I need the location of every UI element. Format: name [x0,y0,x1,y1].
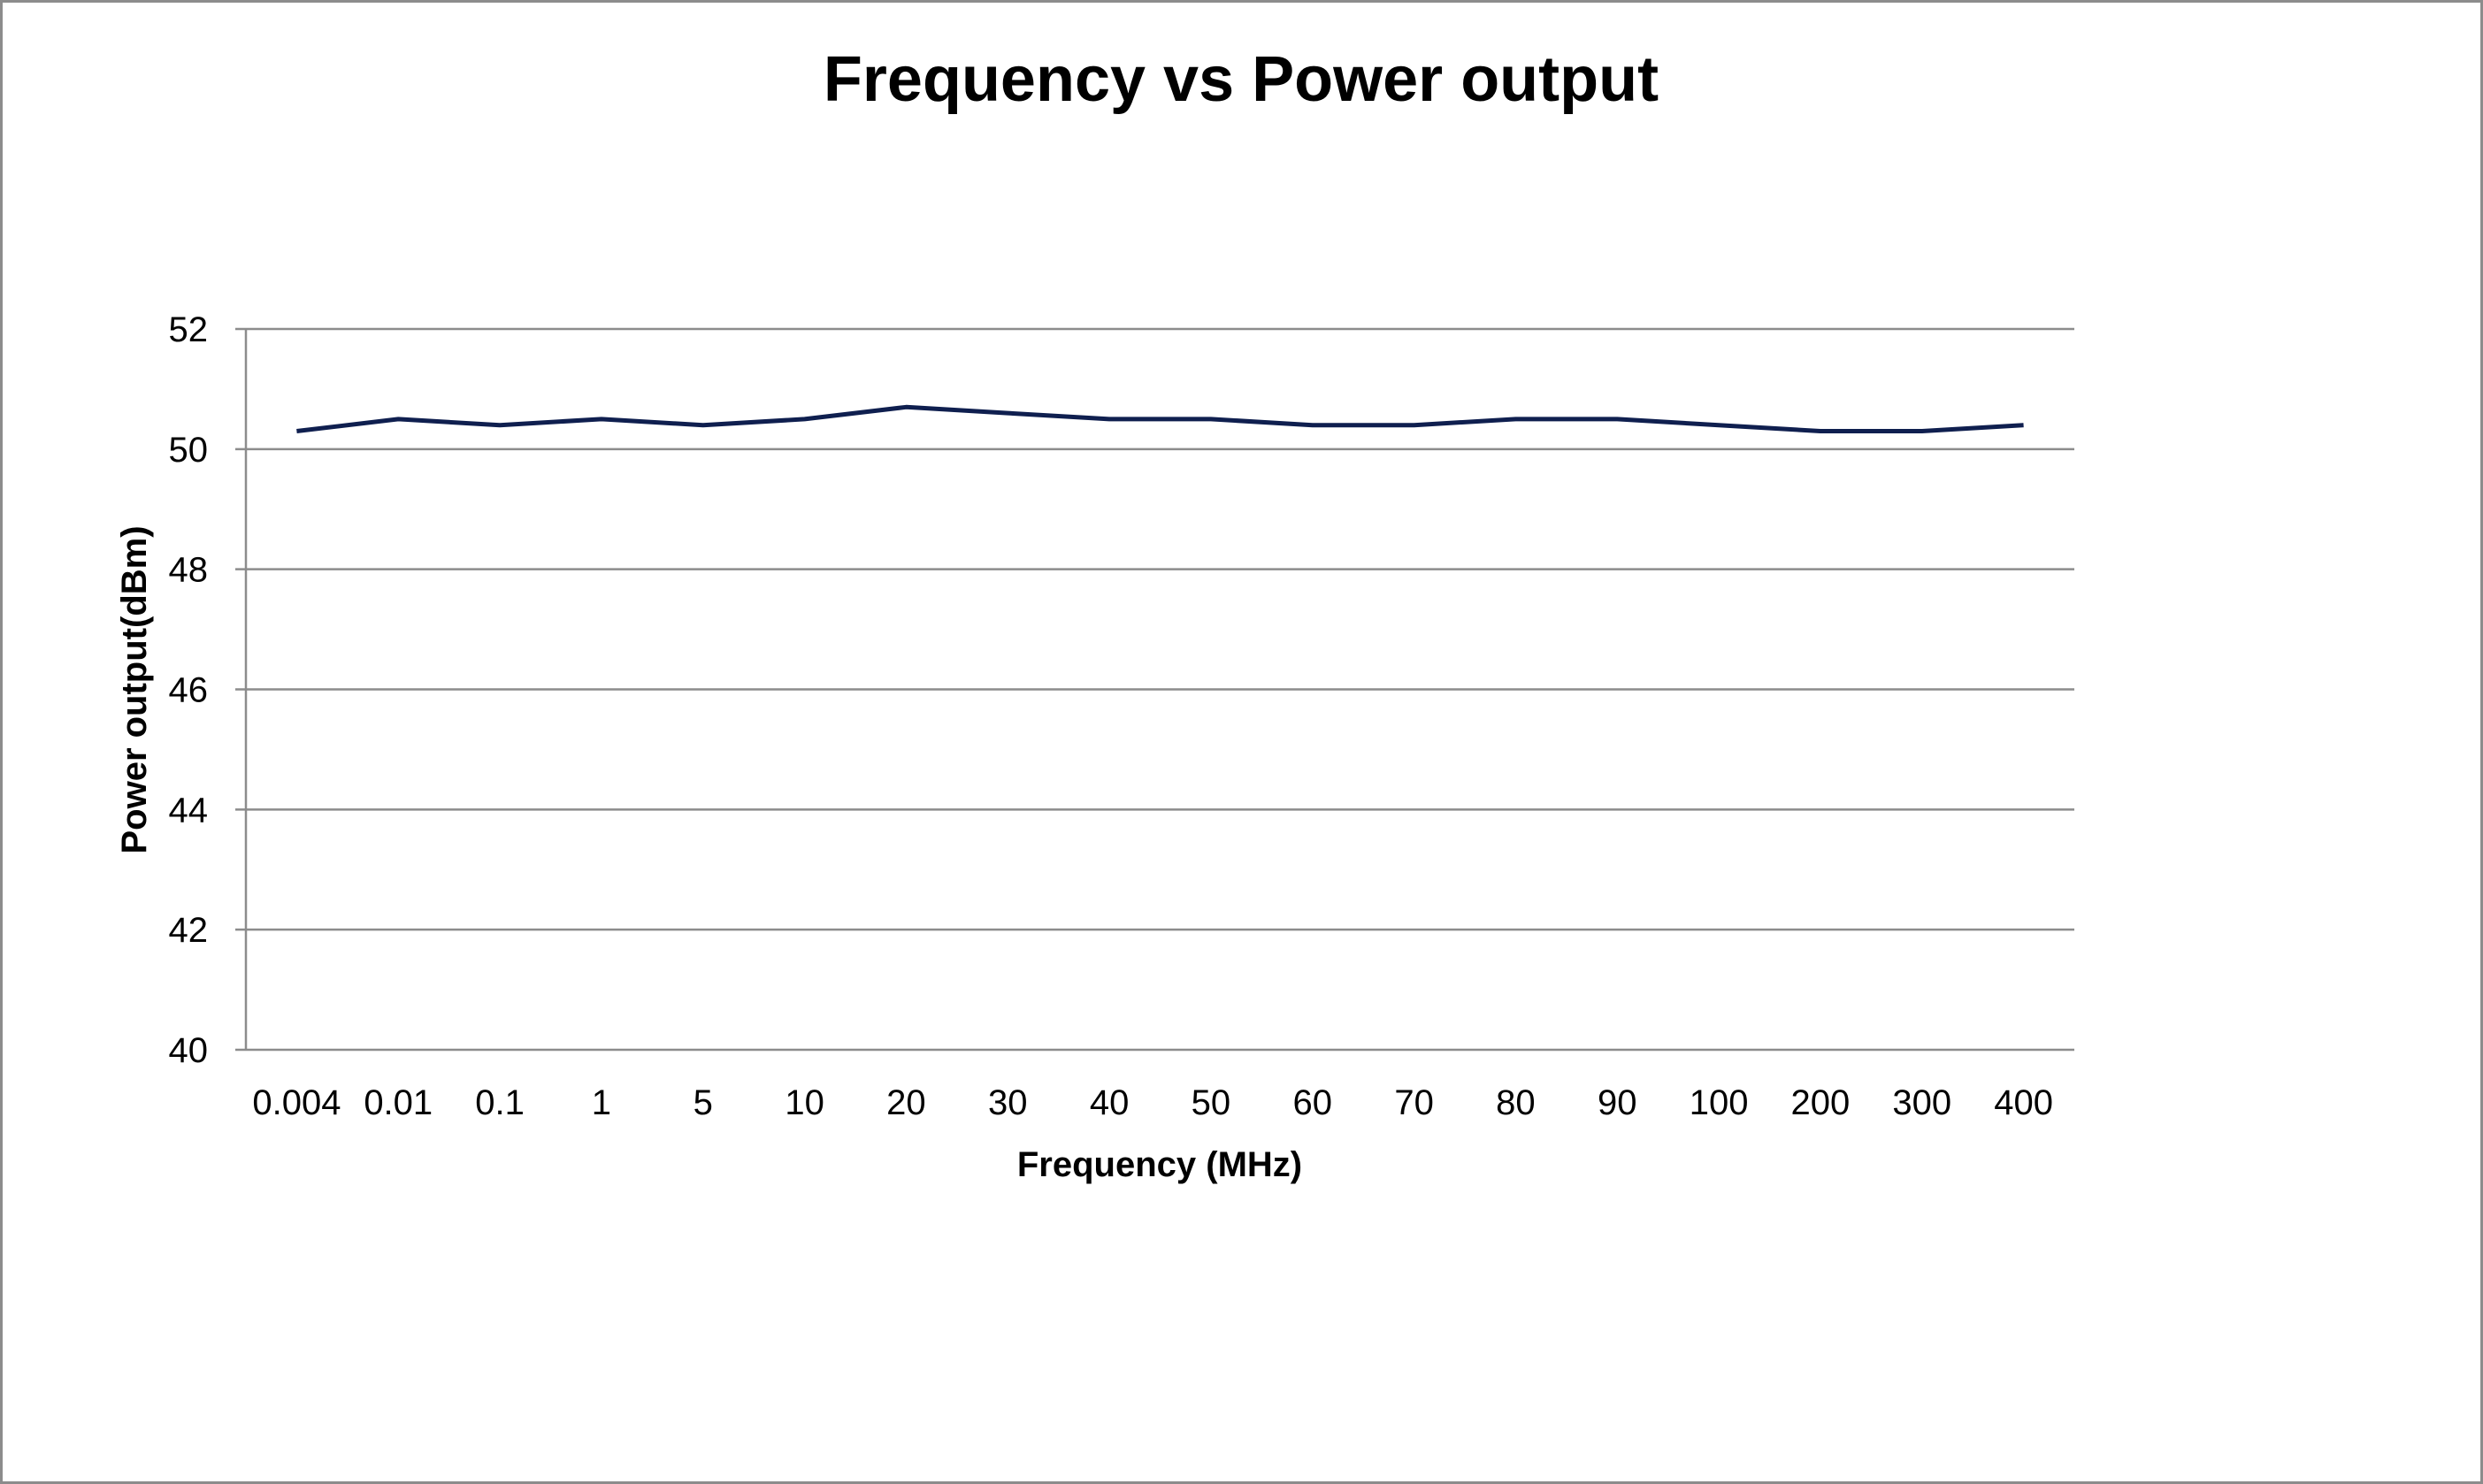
x-tick-label: 90 [1598,1083,1637,1122]
x-tick-label: 30 [988,1083,1028,1122]
y-tick-label: 44 [169,791,209,830]
x-tick-label: 5 [694,1083,713,1122]
x-tick-label: 60 [1293,1083,1333,1122]
gridlines [235,327,2074,931]
y-tick-label: 52 [169,310,209,349]
y-tick-label: 42 [169,911,209,950]
x-tick-label: 10 [785,1083,824,1122]
x-tick-label: 0.01 [364,1083,433,1122]
y-tick-label: 46 [169,671,209,710]
x-tick-label: 50 [1192,1083,1231,1122]
y-tick-label: 50 [169,431,209,470]
y-tick-label: 48 [169,551,209,590]
x-tick-label: 20 [886,1083,926,1122]
series-line [296,404,2024,433]
x-tick-label: 80 [1496,1083,1536,1122]
x-tick-label: 0.1 [475,1083,525,1122]
y-axis-label: Power output(dBm) [115,525,154,853]
chart-title: Frequency vs Power output [824,44,1659,115]
x-tick-label: 100 [1690,1083,1749,1122]
y-tick-labels: 40 42 44 46 48 50 52 [169,310,209,1070]
x-axis-label: Frequency (MHz) [1017,1145,1302,1184]
x-tick-label: 200 [1791,1083,1851,1122]
x-tick-label: 300 [1892,1083,1951,1122]
series-layer [296,404,2024,433]
x-tick-label: 400 [1994,1083,2053,1122]
x-tick-label: 40 [1090,1083,1130,1122]
x-tick-label: 0.004 [252,1083,341,1122]
x-tick-label: 70 [1394,1083,1434,1122]
axes [235,329,2074,1052]
y-tick-label: 40 [169,1031,209,1070]
x-tick-label: 1 [592,1083,611,1122]
x-tick-labels: 0.004 0.01 0.1 1 5 10 20 30 40 50 60 70 80 90 100 200 30… [252,1083,2053,1122]
